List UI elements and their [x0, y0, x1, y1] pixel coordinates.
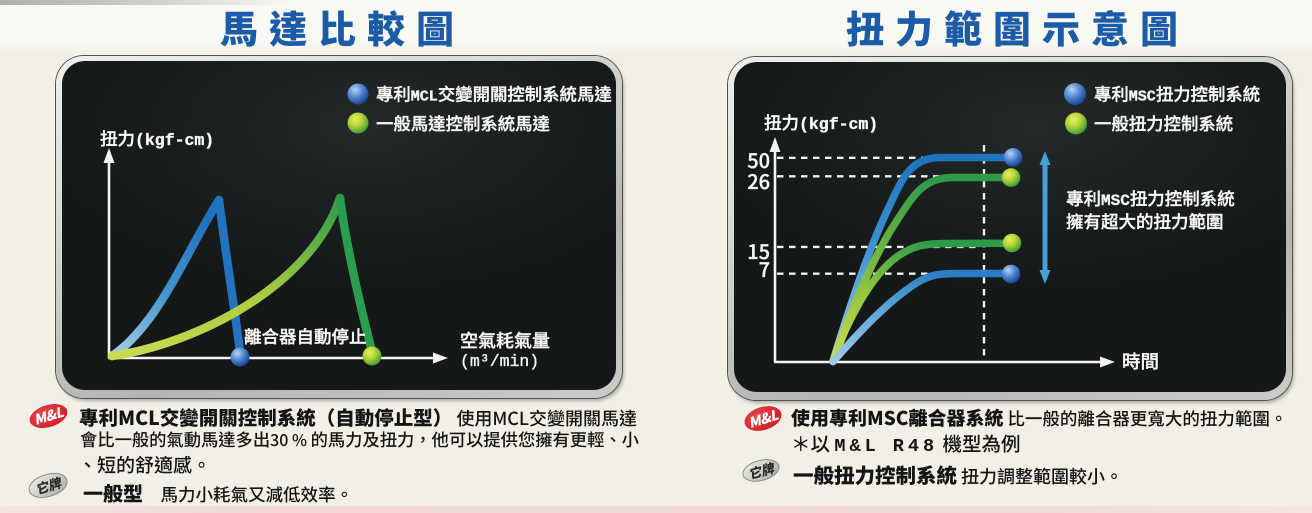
svg-text:(m³/min): (m³/min)	[460, 352, 539, 371]
svg-text:7: 7	[759, 254, 770, 283]
svg-text:26: 26	[747, 166, 770, 195]
svg-text:專利MSC扭力控制系統: 專利MSC扭力控制系統	[1066, 186, 1235, 211]
svg-text:空氣耗氣量: 空氣耗氣量	[460, 327, 550, 353]
svg-text:扭力(kgf-cm): 扭力(kgf-cm)	[100, 126, 214, 151]
svg-text:離合器自動停止: 離合器自動停止	[244, 324, 367, 349]
svg-text:擁有超大的扭力範圍: 擁有超大的扭力範圍	[1066, 209, 1224, 234]
svg-text:專利MSC扭力控制系統: 專利MSC扭力控制系統	[1094, 82, 1260, 107]
svg-text:50: 50	[747, 145, 770, 174]
svg-text:時間: 時間	[1122, 348, 1159, 374]
svg-text:15: 15	[747, 236, 770, 265]
svg-text:專利MCL交變開關控制系統馬達: 專利MCL交變開關控制系統馬達	[376, 82, 612, 107]
svg-text:一般扭力控制系統: 一般扭力控制系統	[1094, 111, 1233, 136]
svg-text:一般馬達控制系統馬達: 一般馬達控制系統馬達	[376, 111, 550, 136]
svg-text:扭力(kgf-cm): 扭力(kgf-cm)	[764, 110, 878, 135]
